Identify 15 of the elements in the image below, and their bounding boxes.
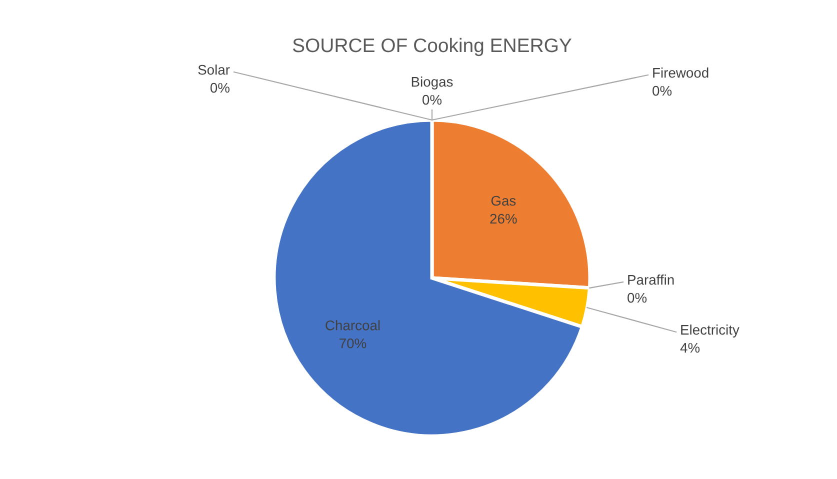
slice-label: Gas bbox=[491, 196, 516, 206]
text: 0% bbox=[628, 292, 647, 303]
data-label: 26% bbox=[490, 214, 517, 224]
category-label: Firewood bbox=[653, 68, 708, 78]
slice-label: Charcoal bbox=[326, 320, 380, 330]
text: 0% bbox=[210, 82, 230, 93]
text: 0% bbox=[652, 86, 672, 96]
legend-label: Paraffin bbox=[628, 274, 674, 285]
category-label: Solar bbox=[198, 64, 230, 75]
category-label: Biogas bbox=[412, 76, 453, 90]
text: 0% bbox=[422, 94, 442, 105]
data-label: 70% bbox=[340, 338, 366, 348]
slice-label: Electricity bbox=[681, 324, 740, 338]
chart-title: SOURCE OF Cooking ENERGY bbox=[292, 38, 572, 56]
data-label: 4% bbox=[680, 342, 700, 353]
